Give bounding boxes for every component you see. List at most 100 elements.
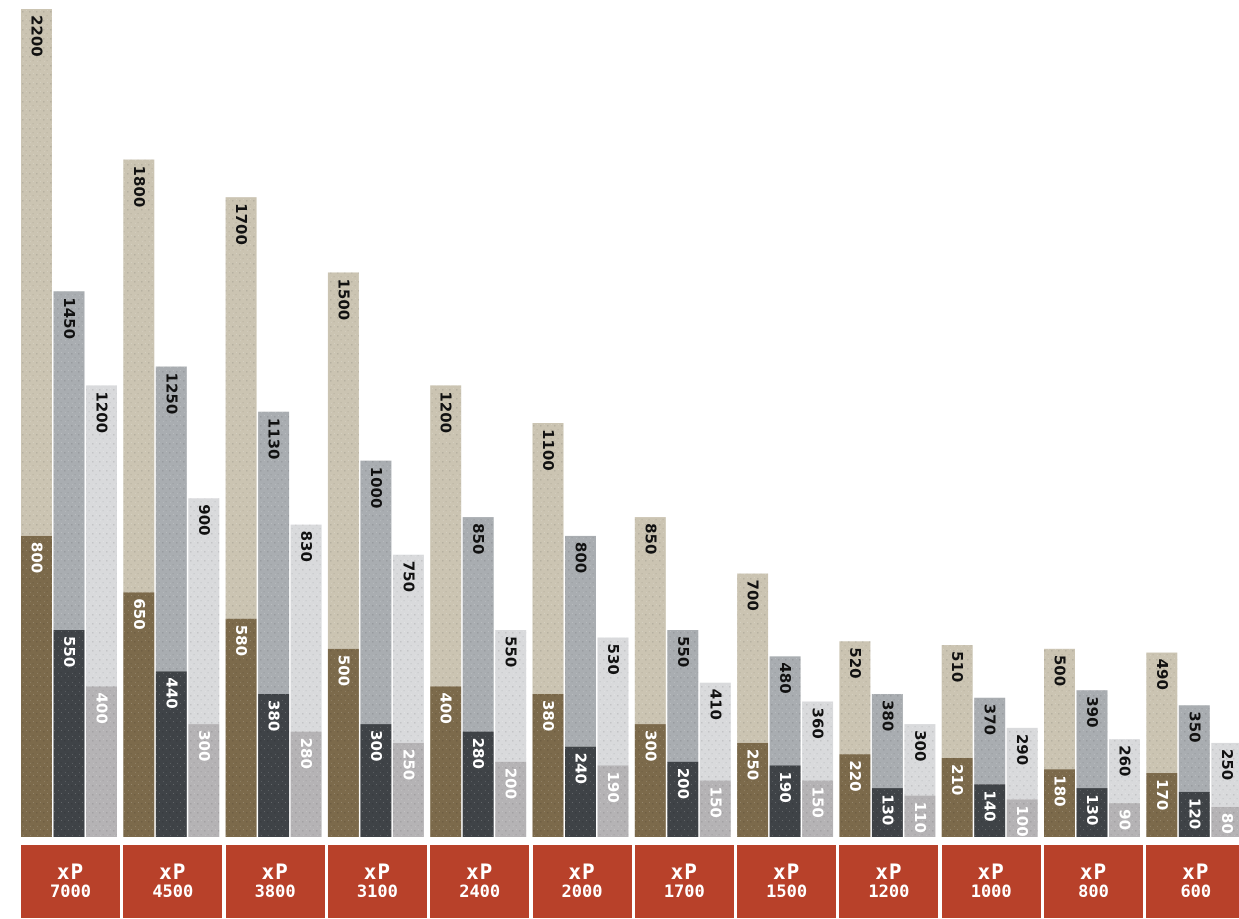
group-9-bar-b-total-label: 380 (878, 700, 896, 731)
group-12-bar-b-total-label: 350 (1185, 711, 1203, 742)
group-9-bar-b-top-texture (871, 693, 903, 789)
group-5-bar-b-base-label: 280 (469, 738, 487, 769)
group-9-bar-b-base-label: 130 (878, 794, 896, 825)
group-1-bar-a-total-label: 2200 (28, 15, 46, 57)
group-5-bar-a-total-label: 1200 (437, 391, 455, 433)
group-4-bar-b-base-texture (360, 724, 392, 837)
group-8-bar-a-base-label: 250 (744, 749, 762, 780)
group-12-bar-c-total-label: 250 (1218, 749, 1236, 780)
group-9-bar-a-top-texture (839, 641, 871, 755)
category-label-6: xP 2000 (532, 845, 632, 918)
category-label-12: xP 600 (1146, 845, 1239, 918)
group-3-bar-c-base-texture (290, 731, 322, 837)
group-12-bar-a-top-texture (1146, 652, 1178, 774)
group-6-bar-c-base-texture (597, 765, 629, 837)
group-2-bar-c-top-texture (188, 498, 220, 725)
group-11-bar-b-total-label: 390 (1083, 696, 1101, 727)
group-4-bar-c-base-label: 250 (399, 749, 417, 780)
category-prefix: xP (1182, 860, 1210, 884)
group-8-bar-a-top-texture (737, 573, 769, 743)
group-6-bar-a-top-texture (532, 423, 564, 694)
group-10-bar-b-top-texture (974, 697, 1006, 785)
group-10-bar-c-base-label: 100 (1013, 805, 1031, 836)
group-6-bar-b-base-label: 240 (572, 753, 590, 784)
group-7-bar-b-base-label: 200 (674, 768, 692, 799)
group-2-bar-a-top-texture (123, 159, 155, 593)
group-5-bar-a-base-texture (430, 686, 462, 837)
group-11-bar-a-base-label: 180 (1051, 775, 1069, 806)
group-2-bar-a-base-label: 650 (130, 598, 148, 629)
group-9-bar-a-total-label: 520 (846, 647, 864, 678)
group-12-bar-a-base-texture (1146, 773, 1178, 837)
group-7-bar-c-base-label: 150 (706, 787, 724, 818)
group-10-bar-a-base-texture (941, 757, 973, 837)
group-1-bar-a-base-label: 800 (28, 542, 46, 573)
group-7-bar-a-total-label: 850 (641, 523, 659, 554)
group-7-bar-b-top-texture (667, 630, 699, 762)
group-6-bar-a-base-label: 380 (539, 700, 557, 731)
group-4-bar-a-base-texture (327, 648, 359, 837)
group-5-bar-b-top-texture (462, 517, 494, 732)
group-12-bar-b-base-texture (1178, 791, 1210, 837)
group-2-bar-b-total-label: 1250 (162, 373, 180, 415)
category-label-2: xP 4500 (123, 845, 223, 918)
group-6-bar-c-total-label: 530 (604, 644, 622, 675)
group-5-bar-c-top-texture (495, 630, 527, 762)
group-7-bar-a-base-label: 300 (641, 730, 659, 761)
group-10-bar-b-base-label: 140 (981, 790, 999, 821)
group-2-bar-c-total-label: 900 (195, 504, 213, 535)
group-1-bar-b-total-label: 1450 (60, 297, 78, 339)
category-prefix: xP (875, 860, 903, 884)
group-2-bar-c-base-texture (188, 724, 220, 837)
group-4-bar-c-base-texture (392, 742, 424, 837)
group-8-bar-a-base-texture (737, 742, 769, 837)
group-4-bar-a-total-label: 1500 (334, 278, 352, 320)
category-value: 600 (1180, 882, 1212, 902)
group-4-bar-b-base-label: 300 (367, 730, 385, 761)
group-4-bar-c-top-texture (392, 554, 424, 743)
group-12-bar-b-base-label: 120 (1185, 798, 1203, 829)
group-2-bar-c-base-label: 300 (195, 730, 213, 761)
group-5-bar-b-total-label: 850 (469, 523, 487, 554)
group-11-bar-c-base-label: 90 (1116, 809, 1134, 830)
group-11-bar-b-base-label: 130 (1083, 794, 1101, 825)
group-8-bar-b-top-texture (769, 656, 801, 766)
category-prefix: xP (363, 860, 392, 884)
category-label-1: xP 7000 (21, 845, 120, 918)
group-7-bar-b-base-texture (667, 761, 699, 837)
group-10-bar-b-base-texture (974, 784, 1006, 837)
category-label-7: xP 1700 (634, 845, 734, 918)
group-11-bar-c-base-texture (1109, 803, 1140, 837)
group-6-bar-b-total-label: 800 (572, 542, 590, 573)
group-11-bar-a-top-texture (1044, 648, 1075, 770)
group-1-bar-b-top-texture (53, 291, 85, 630)
group-1-bar-c-base-label: 400 (93, 692, 111, 723)
category-prefix: xP (670, 860, 698, 884)
group-4-bar-a-top-texture (327, 272, 359, 649)
category-value: 4500 (152, 882, 194, 902)
group-8-bar-c-total-label: 360 (809, 708, 827, 739)
category-value: 1500 (766, 882, 808, 902)
category-label-8: xP 1500 (737, 845, 837, 918)
group-6-bar-b-base-texture (565, 746, 596, 837)
group-7-bar-c-base-texture (699, 780, 731, 837)
group-8-bar-b-base-texture (769, 765, 801, 837)
group-4-bar-c-total-label: 750 (399, 561, 417, 592)
group-6-bar-c-top-texture (597, 637, 629, 766)
group-9-bar-a-base-label: 220 (846, 760, 864, 791)
group-8-bar-b-total-label: 480 (776, 662, 794, 693)
category-prefix: xP (159, 860, 187, 884)
group-11-bar-a-total-label: 500 (1051, 655, 1069, 686)
group-5-bar-c-base-label: 200 (502, 768, 520, 799)
group-5-bar-a-top-texture (430, 385, 462, 687)
group-7-bar-b-total-label: 550 (674, 636, 692, 667)
group-5-bar-b-base-texture (462, 731, 494, 837)
group-2-bar-a-total-label: 1800 (130, 166, 148, 208)
group-7-bar-a-base-texture (634, 724, 666, 837)
group-12-bar-a-total-label: 490 (1153, 659, 1171, 690)
group-5-bar-a-base-label: 400 (437, 692, 455, 723)
group-9-bar-a-base-texture (839, 754, 871, 837)
group-12-bar-b-top-texture (1178, 705, 1210, 792)
group-10-bar-a-base-label: 210 (948, 764, 966, 795)
